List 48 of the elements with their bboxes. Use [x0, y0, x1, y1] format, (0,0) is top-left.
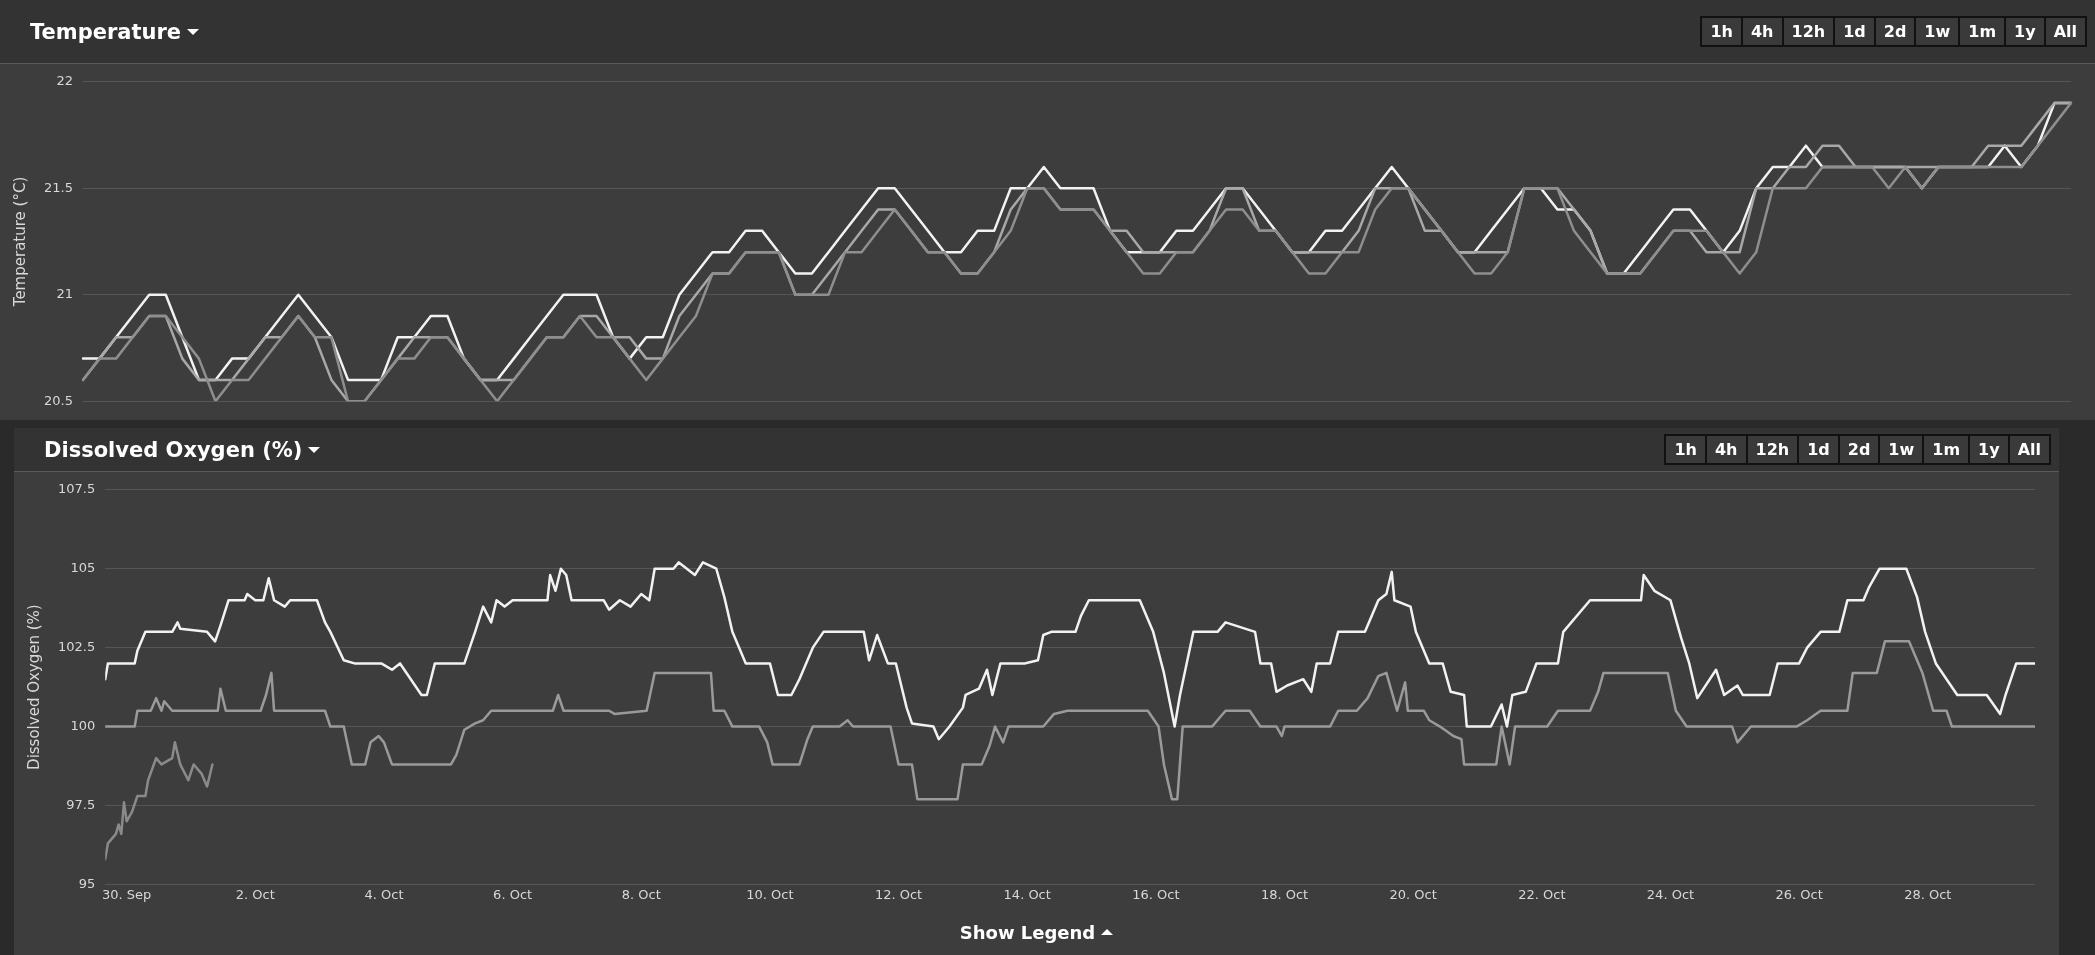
y-tick-label: 95: [78, 875, 96, 891]
text: All: [2008, 435, 2050, 464]
text: 1y: [2005, 17, 2045, 46]
x-tick-label: 6. Oct: [493, 886, 533, 902]
text: 1h: [1701, 17, 1742, 46]
text: 2d: [1838, 435, 1880, 464]
text: 12h: [1782, 17, 1835, 46]
x-tick-label: 12. Oct: [874, 886, 923, 902]
chart-title: Dissolved Oxygen (%): [44, 437, 303, 462]
text: 1d: [1798, 435, 1839, 464]
y-tick-label: 21: [56, 286, 73, 302]
x-tick-label: 2. Oct: [235, 886, 275, 902]
x-tick-label: 24. Oct: [1646, 886, 1695, 902]
text: 2d: [1874, 17, 1916, 46]
text: 1d: [1834, 17, 1875, 46]
x-tick-label: 10. Oct: [746, 886, 794, 902]
y-axis-title: Temperature (°C): [10, 176, 29, 308]
x-tick-label: 4. Oct: [364, 886, 404, 902]
x-tick-label: 8. Oct: [621, 886, 661, 902]
text: 12h: [1746, 435, 1799, 464]
x-tick-label: 14. Oct: [1003, 886, 1051, 902]
y-tick-label: 105: [70, 560, 96, 576]
text: 1w: [1879, 435, 1924, 464]
y-tick-label: 21.5: [43, 179, 73, 195]
y-tick-label: 97.5: [66, 796, 96, 812]
text: 1m: [1923, 435, 1970, 464]
text: Show Legend: [959, 921, 1096, 943]
text: 1y: [1969, 435, 2009, 464]
x-tick-label: 16. Oct: [1132, 886, 1180, 902]
y-axis-title: Dissolved Oxygen (%): [24, 604, 43, 770]
x-tick-label: 22. Oct: [1518, 886, 1566, 902]
chart-title: Temperature: [30, 19, 182, 44]
x-tick-label: 28. Oct: [1904, 886, 1952, 902]
x-tick-label: 20. Oct: [1389, 886, 1437, 902]
y-tick-label: 20.5: [43, 392, 73, 408]
text: 1h: [1665, 435, 1706, 464]
text: 4h: [1741, 17, 1783, 46]
x-tick-label: 30. Sep: [102, 886, 152, 902]
y-tick-label: 22: [56, 73, 73, 89]
text: 4h: [1705, 435, 1747, 464]
x-tick-label: 26. Oct: [1775, 886, 1823, 902]
y-tick-label: 100: [70, 717, 96, 733]
text: All: [2044, 17, 2086, 46]
y-tick-label: 107.5: [58, 481, 96, 497]
text: 1w: [1915, 17, 1960, 46]
y-tick-label: 102.5: [58, 639, 96, 655]
text: 1m: [1959, 17, 2006, 46]
x-tick-label: 18. Oct: [1260, 886, 1309, 902]
